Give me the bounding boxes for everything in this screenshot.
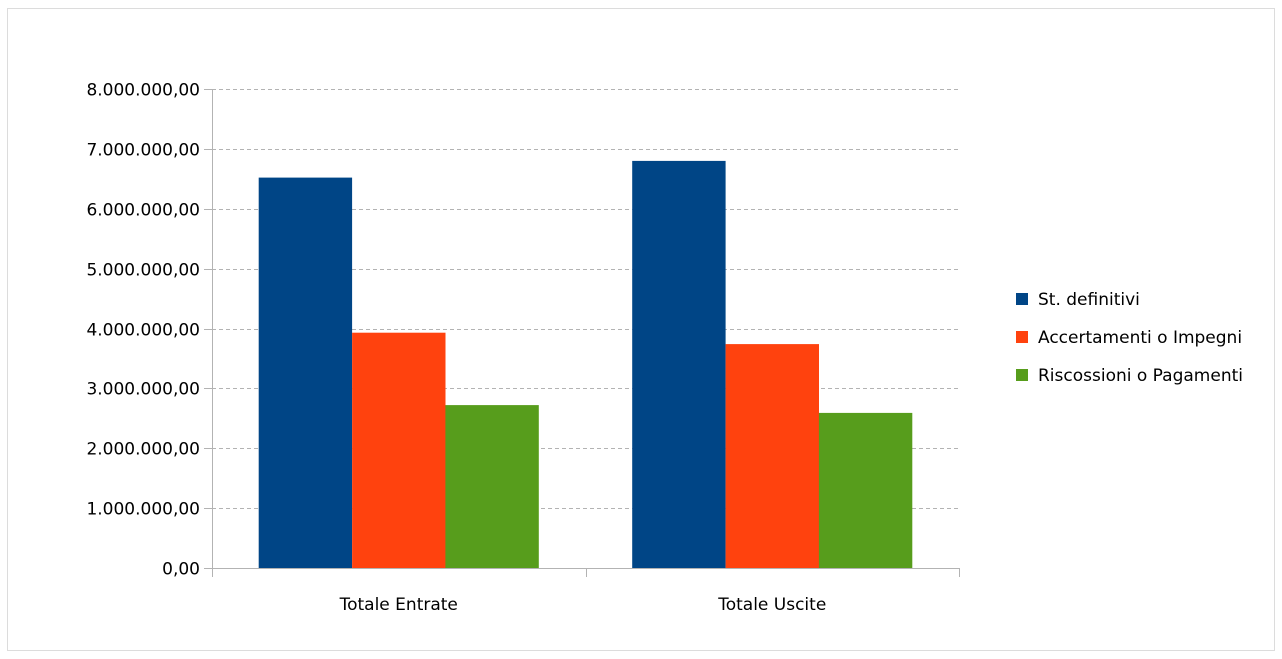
legend-swatch — [1016, 369, 1028, 381]
x-category-label: Totale Entrate — [339, 595, 458, 615]
axes — [204, 89, 960, 577]
legend: St. definitivi Accertamenti o Impegni Risc… — [1016, 290, 1243, 386]
legend-label: Riscossioni o Pagamenti — [1038, 366, 1243, 386]
legend-label: Accertamenti o Impegni — [1038, 328, 1242, 348]
y-tick-label: 4.000.000,00 — [86, 321, 200, 341]
x-tick-labels: Totale Entrate Totale Uscite — [339, 595, 827, 615]
x-category-label: Totale Uscite — [717, 595, 826, 615]
y-tick-label: 7.000.000,00 — [86, 141, 200, 161]
bar — [445, 405, 539, 568]
y-tick-label: 0,00 — [162, 560, 200, 580]
bar — [352, 332, 446, 568]
bar — [725, 344, 819, 568]
y-tick-label: 6.000.000,00 — [86, 201, 200, 221]
grid-lines — [212, 89, 959, 509]
y-tick-labels: 0,00 1.000.000,00 2.000.000,00 3.000.000,00… — [86, 81, 200, 580]
legend-swatch — [1016, 331, 1028, 343]
legend-label: St. definitivi — [1038, 290, 1140, 310]
y-tick-label: 1.000.000,00 — [86, 500, 200, 520]
legend-swatch — [1016, 293, 1028, 305]
bar — [258, 177, 353, 568]
y-tick-label: 5.000.000,00 — [86, 261, 200, 281]
bar — [818, 412, 913, 568]
bar — [632, 160, 726, 568]
y-tick-label: 8.000.000,00 — [86, 81, 200, 101]
y-tick-label: 3.000.000,00 — [86, 380, 200, 400]
y-tick-label: 2.000.000,00 — [86, 440, 200, 460]
bars — [258, 160, 913, 568]
